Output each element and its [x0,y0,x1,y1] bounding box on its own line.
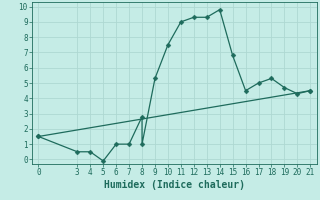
X-axis label: Humidex (Indice chaleur): Humidex (Indice chaleur) [104,180,245,190]
